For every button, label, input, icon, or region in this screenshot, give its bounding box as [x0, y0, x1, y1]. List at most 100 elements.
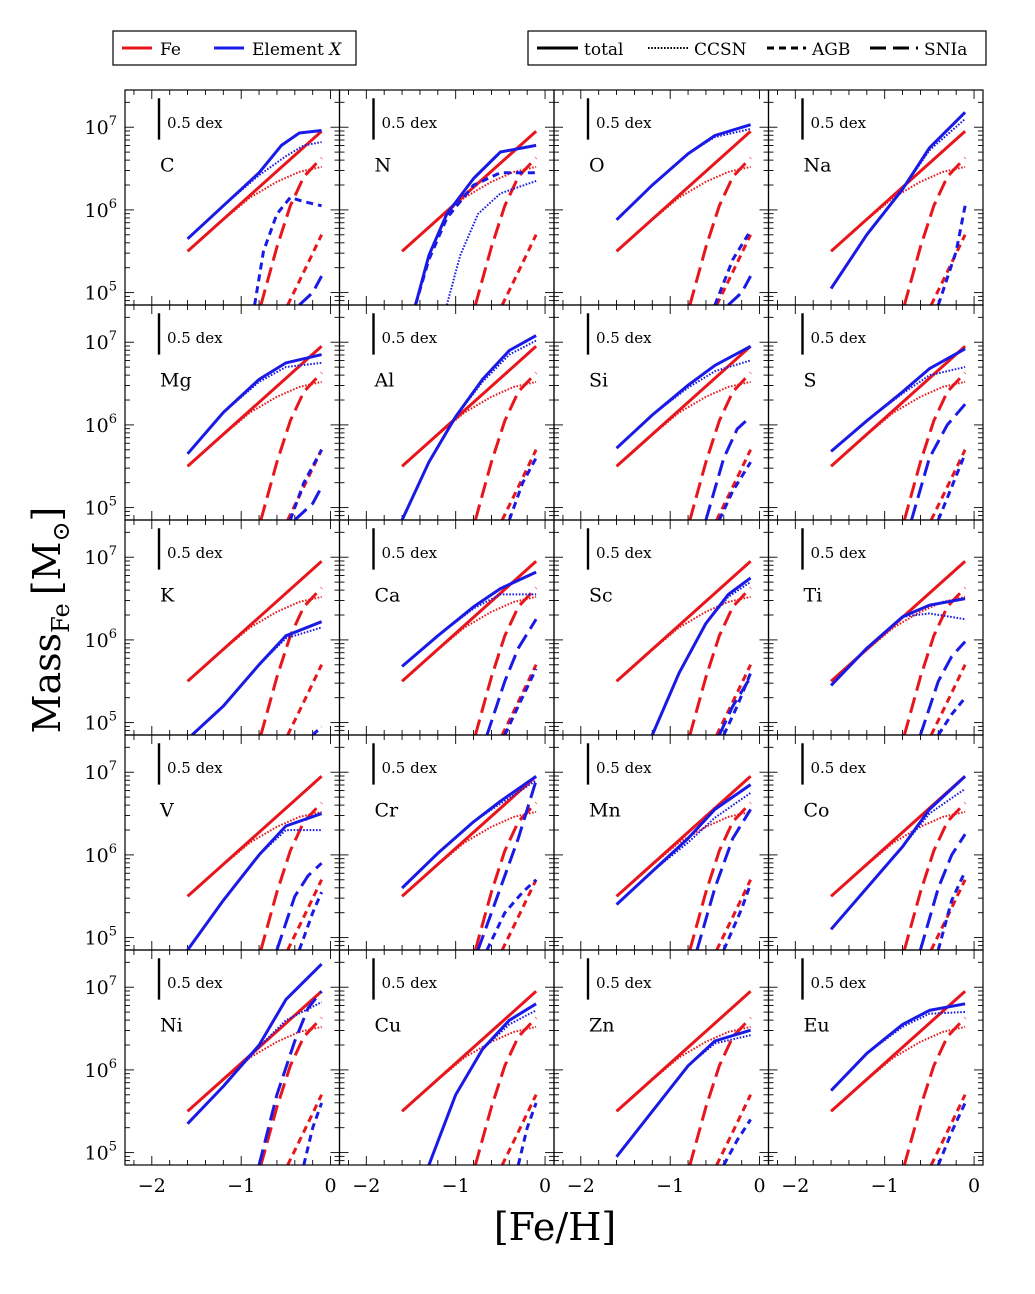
curves [186, 963, 324, 1165]
fe-snia-line [473, 1016, 538, 1165]
fe-snia-line [902, 156, 967, 305]
panel-cr: 0.5 dex Cr [338, 734, 555, 951]
element-total-line [829, 775, 967, 931]
element-label: Al [374, 369, 395, 391]
panel-frame [553, 89, 770, 306]
fe-total-line [401, 345, 538, 468]
element-label: N [375, 154, 392, 176]
scale-bar-label: 0.5 dex [811, 974, 867, 992]
panel-frame [338, 949, 555, 1166]
element-snia-line [910, 403, 967, 520]
fe-total-line [186, 130, 323, 253]
curves [615, 560, 752, 735]
element-ccsn-line [830, 1011, 966, 1092]
scale-bar-label: 0.5 dex [596, 759, 652, 777]
fe-total-line [615, 130, 752, 253]
element-snia-line [275, 862, 323, 950]
element-label: Ni [160, 1014, 183, 1036]
fe-agb-line [500, 879, 538, 950]
element-agb-line [936, 453, 967, 520]
element-total-line [186, 812, 323, 950]
x-tick-label: 0 [754, 1175, 766, 1197]
element-ccsn-line [615, 127, 751, 221]
panel-n: 0.5 dex N [338, 89, 555, 306]
element-label: K [160, 584, 175, 606]
element-agb-line [311, 725, 323, 735]
element-snia-line [293, 486, 323, 520]
scale-bar-label: 0.5 dex [596, 544, 652, 562]
y-tick-label: 105 [85, 925, 117, 950]
legend-styles-box [527, 30, 987, 66]
fe-total-line [401, 130, 538, 253]
fe-agb-line [286, 664, 323, 735]
legend-total-label: total [584, 40, 623, 60]
fe-total-line [830, 345, 967, 468]
fe-agb-line [286, 234, 323, 305]
fe-ccsn-line [830, 165, 966, 252]
legend-styles: total CCSN AGB SNIa [527, 30, 987, 66]
fe-total-line [401, 560, 538, 683]
panel-frame [338, 734, 555, 951]
element-total-line [400, 334, 537, 520]
fe-total-line [186, 775, 323, 898]
element-label: S [804, 369, 817, 391]
element-agb-line [253, 196, 322, 305]
y-tick-label-exp: 6 [109, 197, 117, 212]
panel-frame [767, 734, 984, 951]
scale-bar-label: 0.5 dex [382, 544, 438, 562]
fe-agb-line [929, 234, 967, 305]
y-tick-label-exp: 5 [109, 925, 117, 940]
curves [829, 111, 967, 305]
fe-snia-line [259, 586, 323, 735]
fe-ccsn-line [401, 165, 537, 252]
scale-bar-label: 0.5 dex [596, 114, 652, 132]
element-ccsn-line [401, 779, 537, 889]
y-tick-label-exp: 6 [109, 627, 117, 642]
y-tick-label-base: 10 [85, 1060, 109, 1082]
y-tick-label-base: 10 [85, 547, 109, 569]
y-tick-label-base: 10 [85, 713, 109, 735]
legend-ccsn-label: CCSN [694, 40, 747, 60]
element-total-line [615, 1028, 752, 1158]
x-tick-label: 0 [325, 1175, 337, 1197]
element-label: Cr [375, 799, 400, 821]
element-agb-line [722, 1118, 752, 1165]
y-tick-label-base: 10 [85, 332, 109, 354]
fe-agb-line [715, 449, 752, 520]
element-agb-line [936, 870, 967, 950]
panel-sc: 0.5 dex Sc [553, 519, 770, 736]
element-snia-line [918, 640, 967, 735]
x-tick-label: −2 [567, 1175, 595, 1197]
curves [186, 345, 323, 520]
fe-snia-line [473, 586, 538, 735]
element-total-line [186, 963, 323, 1125]
element-label: Na [804, 154, 832, 176]
element-snia-line [704, 415, 752, 520]
element-label: Co [804, 799, 830, 821]
fe-agb-line [286, 879, 323, 950]
element-agb-line [297, 891, 323, 950]
fe-total-line [615, 560, 752, 683]
fe-total-line [401, 990, 538, 1113]
x-axis-label: [Fe/H] [494, 1205, 616, 1249]
fe-agb-line [500, 234, 538, 305]
element-total-line [829, 111, 967, 290]
element-total-line [830, 347, 966, 453]
fe-agb-line [715, 1094, 752, 1165]
y-tick-label-base: 10 [85, 200, 109, 222]
y-axis-label-unit-sub: ⊙ [47, 521, 75, 541]
fe-agb-line [715, 879, 752, 950]
y-tick-label-exp: 5 [109, 1140, 117, 1155]
fe-ccsn-line [830, 810, 966, 898]
fe-agb-line [715, 234, 752, 305]
curves [400, 334, 538, 520]
fe-agb-line [929, 664, 967, 735]
panel-frame [124, 949, 341, 1166]
element-ccsn-line [445, 180, 537, 305]
y-tick-label-base: 10 [85, 977, 109, 999]
element-label: Mg [160, 369, 192, 391]
y-tick-label: 106 [85, 197, 117, 222]
y-tick-label-exp: 5 [109, 710, 117, 725]
